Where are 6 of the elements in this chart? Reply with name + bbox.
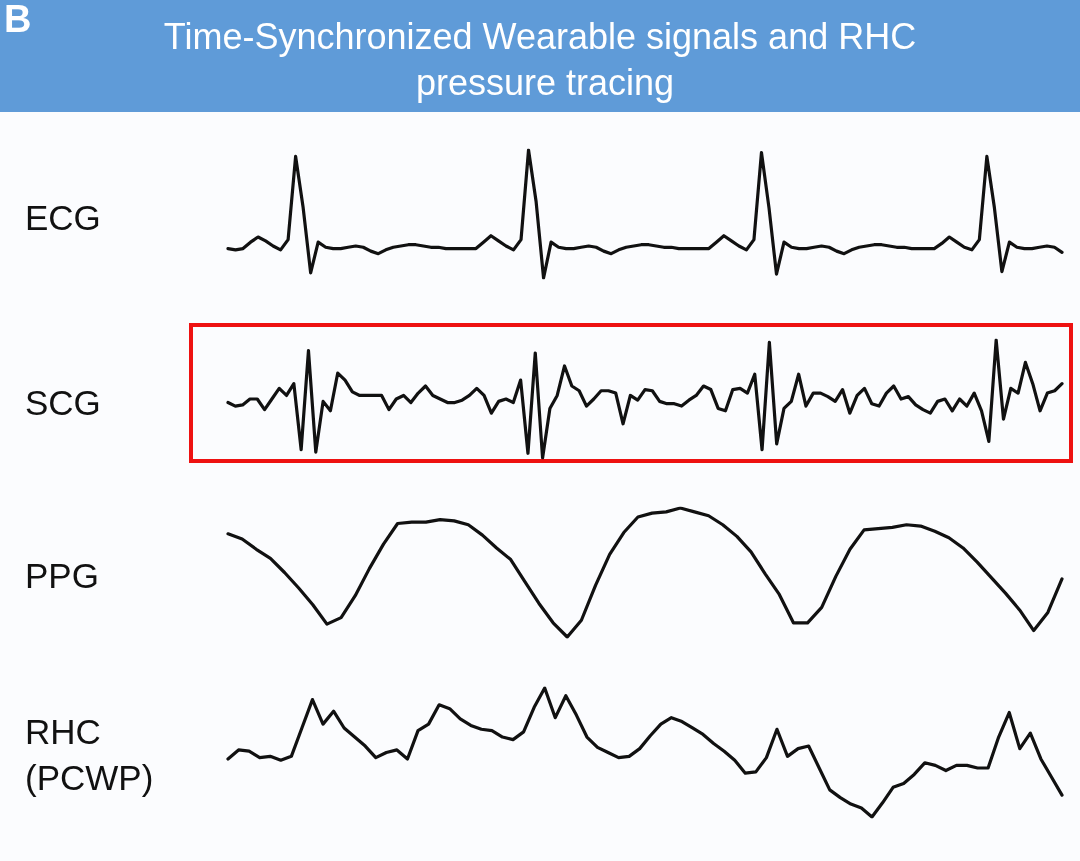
- y-axis-title: ECG: [25, 197, 101, 237]
- text: B: [4, 0, 32, 40]
- y-axis-title: SCG: [25, 382, 101, 422]
- y-axis-title: RHC (PCWP): [25, 712, 154, 797]
- y-axis-title: PPG: [25, 556, 99, 595]
- chart-title: Time-Synchronized Wearable signals and RHC pressure tracing: [163, 15, 917, 103]
